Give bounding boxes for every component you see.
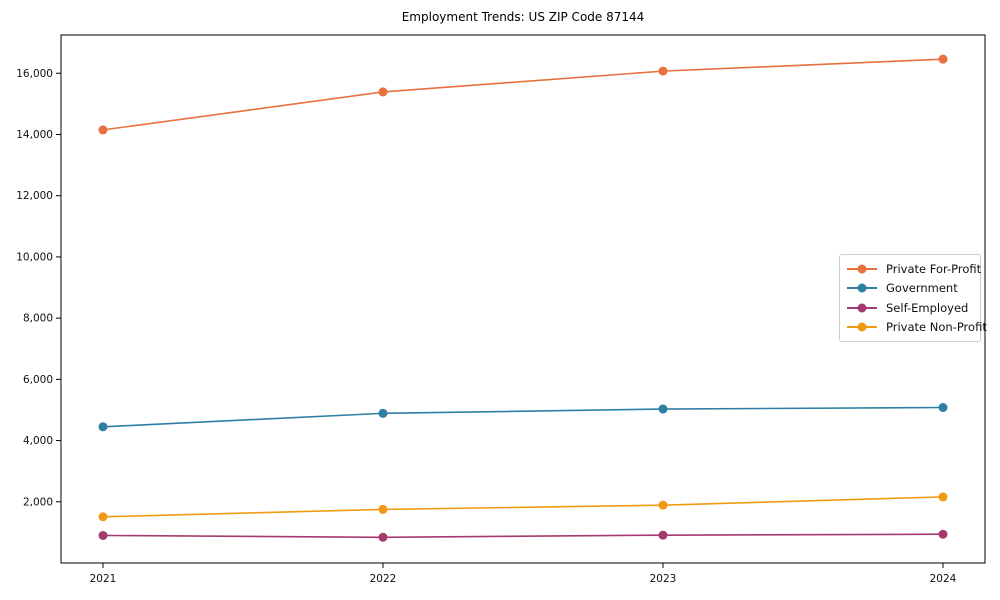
- legend-item-government: Government: [847, 279, 974, 299]
- chart-title: Employment Trends: US ZIP Code 87144: [401, 10, 645, 24]
- line-marker-icon: [847, 264, 877, 274]
- y-tick-label: 2,000: [23, 496, 53, 508]
- legend-label: Private Non-Profit: [886, 320, 987, 335]
- line-marker-icon: [847, 322, 877, 332]
- series-line: [102, 533, 944, 539]
- data-point: [658, 530, 668, 540]
- legend-label: Private For-Profit: [886, 261, 982, 276]
- data-point: [98, 512, 108, 522]
- x-tick-label: 2021: [90, 573, 117, 585]
- data-point: [378, 87, 388, 97]
- plot-frame: [60, 34, 986, 564]
- legend: Private For-Profit Government Self-Emplo…: [839, 254, 987, 342]
- line-marker-icon: [847, 303, 877, 313]
- data-point: [938, 529, 948, 539]
- series-line: [102, 406, 944, 428]
- data-point: [98, 422, 108, 432]
- data-point: [98, 125, 108, 135]
- y-tick-label: 14,000: [16, 129, 53, 141]
- data-point: [938, 492, 948, 502]
- line-marker-icon: [847, 283, 877, 293]
- y-tick-label: 10,000: [16, 251, 53, 263]
- y-tick-label: 8,000: [23, 313, 53, 325]
- data-point: [378, 504, 388, 514]
- data-point: [938, 403, 948, 413]
- data-point: [378, 532, 388, 542]
- legend-label: Self-Employed: [886, 300, 969, 315]
- y-tick-label: 4,000: [23, 435, 53, 447]
- data-point: [658, 500, 668, 510]
- legend-item-self-employed: Self-Employed: [847, 298, 974, 318]
- legend-item-private-non-profit: Private Non-Profit: [847, 318, 987, 338]
- data-point: [378, 408, 388, 418]
- y-tick-label: 6,000: [23, 374, 53, 386]
- x-tick-label: 2024: [930, 573, 957, 585]
- y-tick-label: 12,000: [16, 190, 53, 202]
- x-tick-label: 2022: [370, 573, 397, 585]
- legend-label: Government: [886, 281, 958, 296]
- series-line: [102, 58, 944, 131]
- data-point: [98, 530, 108, 540]
- y-tick-label: 16,000: [16, 68, 53, 80]
- legend-item-private-for-profit: Private For-Profit: [847, 259, 981, 279]
- series-line: [102, 496, 944, 518]
- x-tick-label: 2023: [650, 573, 677, 585]
- data-point: [658, 404, 668, 414]
- data-point: [658, 66, 668, 76]
- data-point: [938, 54, 948, 64]
